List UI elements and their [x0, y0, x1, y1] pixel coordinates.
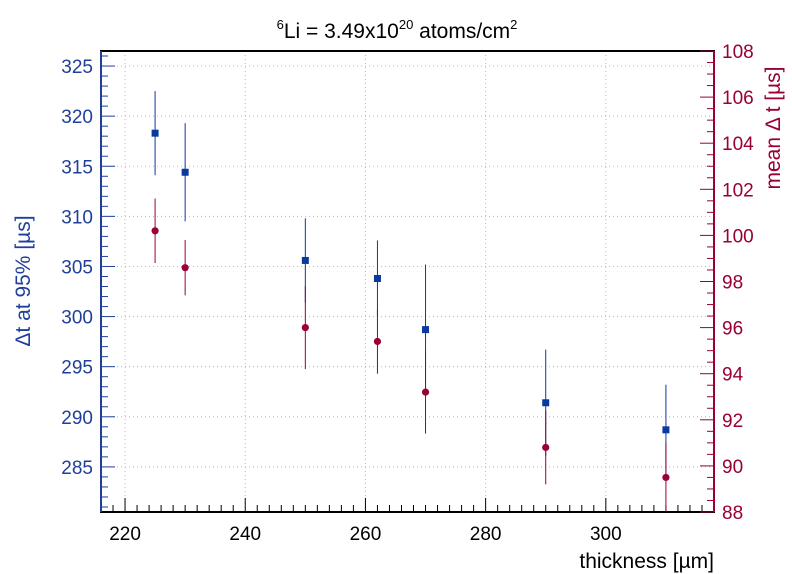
- x-axis-label: thickness [µm]: [579, 550, 714, 573]
- title-prefix-superscript: 6: [277, 17, 284, 32]
- x-axis: 220 240 260 280 300: [100, 498, 715, 545]
- title-units: atoms/cm: [413, 20, 510, 43]
- series-left: [151, 91, 670, 475]
- y-left-axis-label: Δt at 95% [µs]: [12, 215, 35, 346]
- data-point-square: [422, 326, 430, 334]
- y-right-axis-label: mean Δ t [µs]: [762, 66, 785, 189]
- y-right-axis: 88 90 92 94 96 98 100 102 104 106 108: [700, 42, 754, 524]
- data-point-square: [542, 399, 550, 407]
- y-left-tick-label: 310: [61, 207, 93, 228]
- y-right-tick-label: 94: [722, 365, 744, 386]
- y-right-tick-label: 108: [722, 42, 754, 63]
- data-point-square: [151, 129, 159, 137]
- plot-frame: [100, 50, 715, 513]
- y-right-tick-label: 100: [722, 226, 754, 247]
- y-right-tick-label: 88: [722, 503, 743, 524]
- chart-title: 6Li = 3.49x1020 atoms/cm2: [277, 17, 518, 43]
- y-left-tick-label: 300: [61, 308, 93, 329]
- data-point-square: [301, 256, 309, 264]
- y-left-tick-label: 325: [61, 57, 93, 78]
- data-point-circle: [542, 443, 550, 452]
- data-point-circle: [301, 324, 309, 332]
- series-layer: [151, 91, 670, 512]
- y-right-tick-label: 96: [722, 319, 743, 340]
- data-point-circle: [421, 388, 430, 396]
- y-right-tick-label: 98: [722, 273, 743, 294]
- y-right-tick-label: 102: [722, 180, 754, 201]
- data-point-circle: [151, 227, 159, 235]
- y-right-tick-label: 106: [722, 88, 754, 109]
- title-main: Li = 3.49x10: [284, 20, 399, 43]
- grid: [101, 51, 714, 512]
- data-point-circle: [373, 337, 382, 346]
- data-point-square: [181, 168, 189, 176]
- x-tick-label: 280: [470, 524, 502, 545]
- y-right-tick-label: 104: [722, 134, 754, 155]
- y-left-tick-label: 315: [61, 157, 93, 178]
- y-right-tick-label: 90: [722, 457, 743, 478]
- data-point-square: [373, 274, 381, 282]
- series-right: [151, 198, 670, 512]
- title-unit-superscript: 2: [510, 17, 517, 32]
- x-tick-label: 240: [229, 524, 261, 545]
- x-tick-label: 260: [350, 524, 382, 545]
- data-point-circle: [662, 473, 670, 482]
- y-left-axis: 285 290 295 300 305 310 315 320 325: [61, 51, 115, 512]
- y-left-tick-label: 295: [61, 358, 93, 379]
- y-left-tick-label: 305: [61, 257, 93, 278]
- y-left-tick-label: 320: [61, 107, 93, 128]
- x-tick-label: 300: [590, 524, 622, 545]
- y-left-tick-label: 290: [61, 408, 93, 429]
- title-exponent: 20: [399, 17, 413, 32]
- y-left-tick-label: 285: [61, 458, 93, 479]
- data-point-circle: [181, 264, 189, 272]
- y-right-tick-label: 92: [722, 411, 743, 432]
- x-tick-label: 220: [109, 524, 141, 545]
- data-point-square: [662, 426, 670, 434]
